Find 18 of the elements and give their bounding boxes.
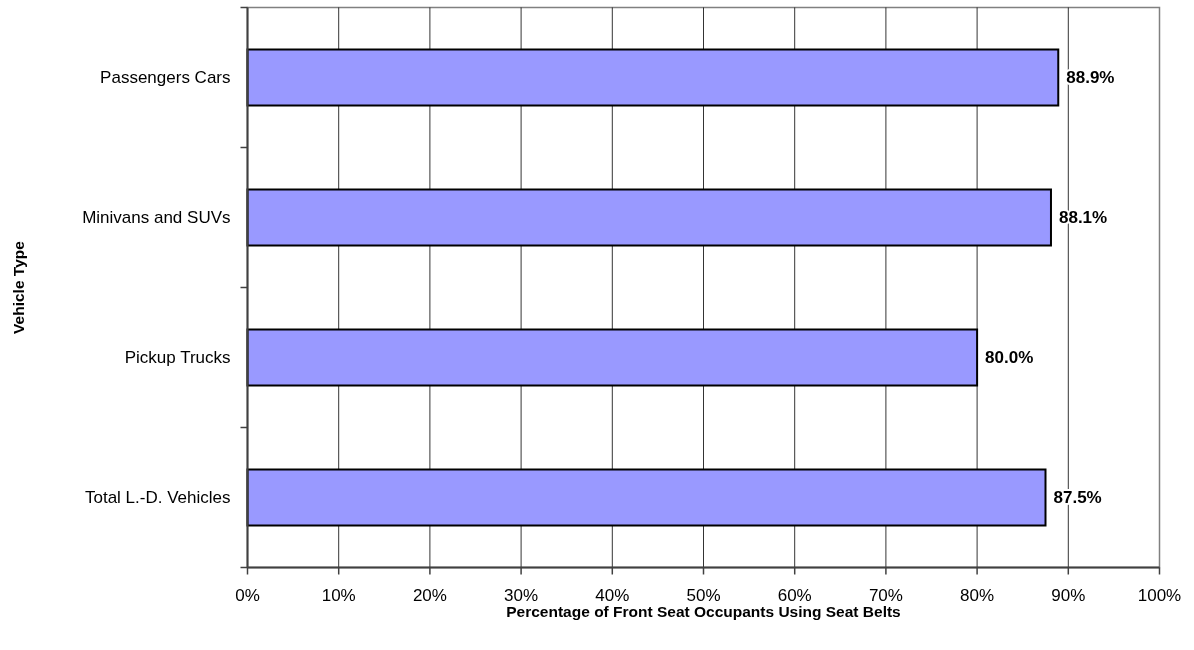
x-tick-label: 80% bbox=[960, 585, 995, 605]
y-tick-label: Passengers Cars bbox=[100, 68, 231, 88]
x-tick-label: 0% bbox=[235, 585, 260, 605]
x-axis-title: Percentage of Front Seat Occupants Using Seat Belts bbox=[506, 603, 901, 620]
x-tick-label: 50% bbox=[686, 585, 721, 605]
x-tick-label: 30% bbox=[504, 585, 539, 605]
x-tick-label: 100% bbox=[1137, 585, 1182, 605]
y-tick-label: Total L.-D. Vehicles bbox=[84, 488, 231, 508]
x-tick-label: 40% bbox=[595, 585, 630, 605]
x-tick-label: 60% bbox=[777, 585, 812, 605]
x-tick-label: 70% bbox=[868, 585, 903, 605]
x-tick-label: 90% bbox=[1051, 585, 1086, 605]
y-tick-label: Minivans and SUVs bbox=[82, 208, 231, 228]
data-label: 80.0% bbox=[985, 348, 1034, 368]
x-tick-label: 20% bbox=[412, 585, 447, 605]
y-tick-label: Pickup Trucks bbox=[124, 348, 231, 368]
x-tick-label: 10% bbox=[321, 585, 356, 605]
y-axis-title: Vehicle Type bbox=[10, 240, 27, 334]
